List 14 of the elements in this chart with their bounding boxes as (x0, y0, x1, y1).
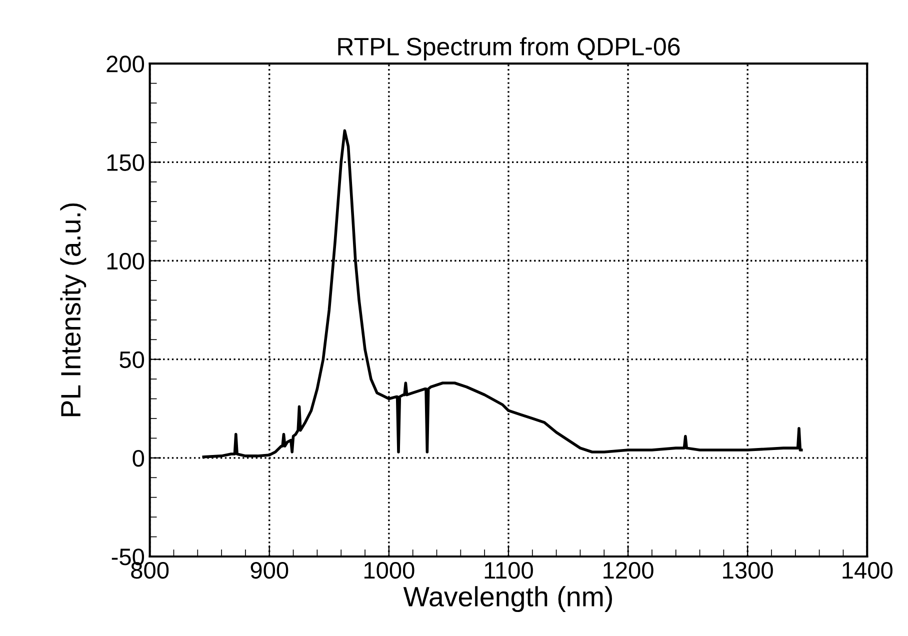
x-tick-label: 900 (250, 562, 288, 579)
x-tick-label: 1300 (723, 562, 773, 579)
y-tick-label: 0 (132, 450, 144, 467)
x-tick-label: 1200 (604, 562, 654, 579)
x-tick-label: 1400 (842, 562, 892, 579)
y-tick-label: 50 (120, 351, 144, 368)
y-tick-label: 150 (107, 154, 144, 171)
y-tick-label: 200 (106, 56, 144, 72)
y-axis-title: PL Intensity (a.u.) (60, 203, 86, 416)
x-axis-title: Wavelength (nm) (403, 586, 612, 612)
y-tick-label: 100 (107, 252, 144, 270)
chart-title: RTPL Spectrum from QDPL-06 (338, 37, 680, 60)
x-tick-label: 1000 (364, 562, 414, 579)
x-tick-label: 1100 (484, 562, 533, 579)
